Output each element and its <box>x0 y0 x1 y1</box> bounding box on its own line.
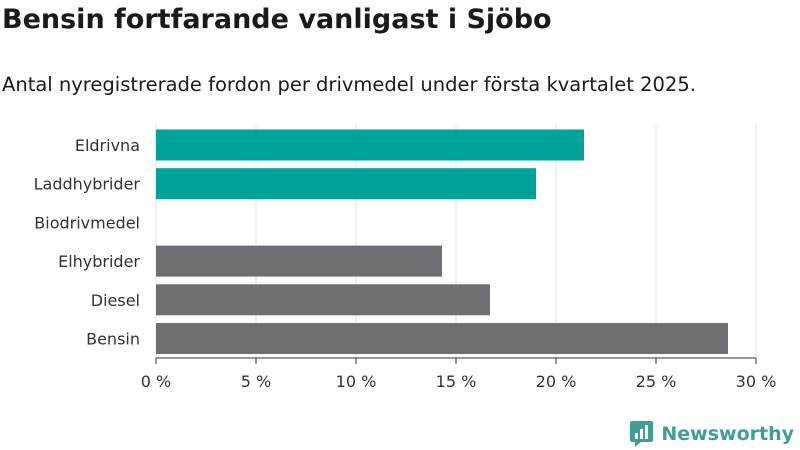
newsworthy-logo-text: Newsworthy <box>661 423 794 445</box>
bar-eldrivna <box>156 129 584 161</box>
category-label: Diesel <box>91 291 140 310</box>
x-tick-label: 25 % <box>636 372 677 391</box>
x-tick-label: 0 % <box>141 372 171 391</box>
category-label: Laddhybrider <box>34 175 141 194</box>
newsworthy-logo: Newsworthy <box>629 420 794 448</box>
bar-elhybrider <box>156 245 442 277</box>
newsworthy-logo-icon <box>630 421 654 447</box>
bar-diesel <box>156 284 490 316</box>
category-label: Biodrivmedel <box>34 213 140 232</box>
x-tick-label: 15 % <box>436 372 477 391</box>
category-label: Bensin <box>86 330 140 349</box>
x-tick-label: 10 % <box>336 372 377 391</box>
bar-laddhybrider <box>156 168 536 200</box>
x-tick-label: 30 % <box>736 372 777 391</box>
category-label: Elhybrider <box>58 252 140 271</box>
category-label: Eldrivna <box>75 136 140 155</box>
x-tick-label: 5 % <box>241 372 271 391</box>
bar-bensin <box>156 323 728 354</box>
x-tick-label: 20 % <box>536 372 577 391</box>
chart-title: Bensin fortfarande vanligast i Sjöbo <box>2 4 552 35</box>
chart-subtitle: Antal nyregistrerade fordon per drivmede… <box>2 73 696 96</box>
